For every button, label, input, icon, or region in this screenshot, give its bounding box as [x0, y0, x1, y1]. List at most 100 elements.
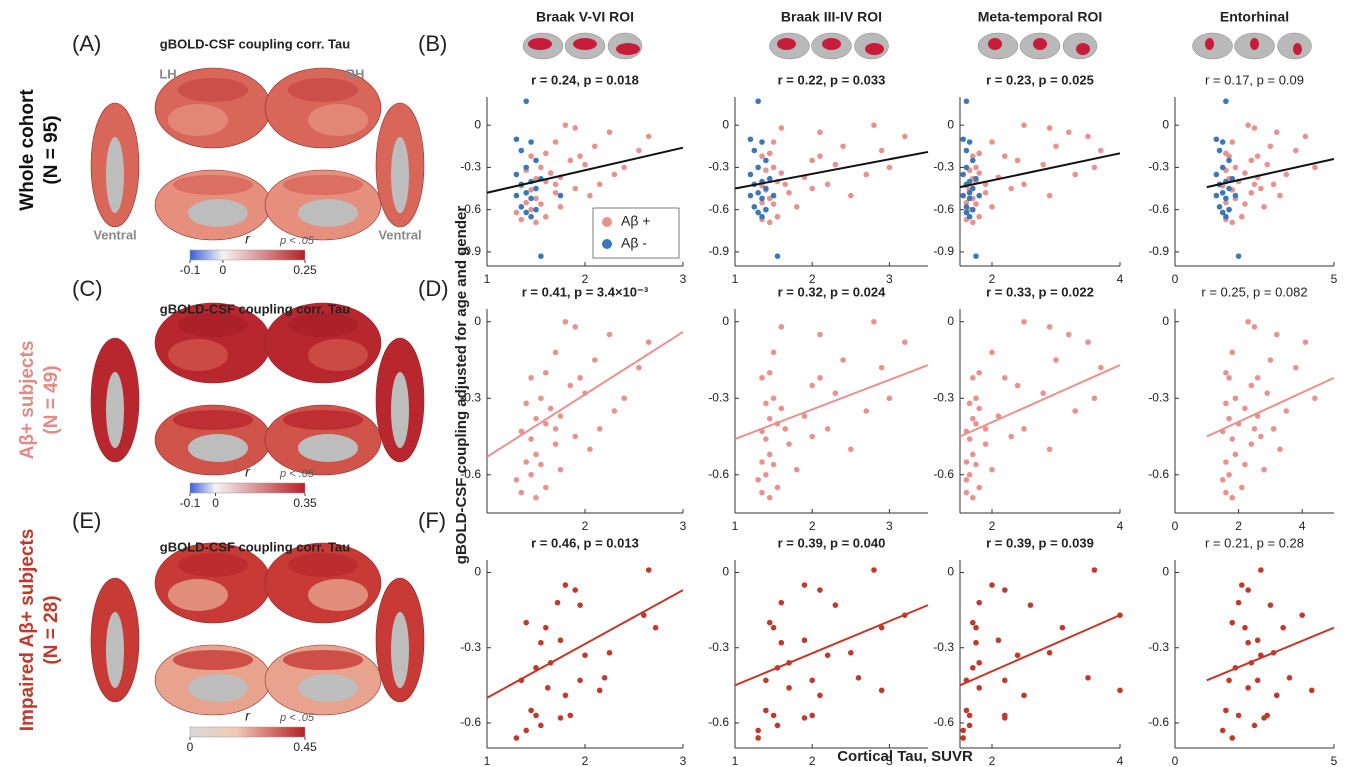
point	[1267, 602, 1274, 608]
point	[1235, 599, 1242, 606]
fit-line	[734, 604, 929, 687]
point	[973, 624, 979, 631]
point	[778, 599, 785, 606]
point	[1293, 147, 1299, 154]
point	[1308, 687, 1315, 694]
x-tick-label: 2	[582, 519, 589, 533]
point	[1213, 136, 1220, 143]
y-tick-label: -0.3	[933, 390, 954, 404]
point	[1213, 171, 1220, 178]
point	[755, 477, 761, 483]
point	[763, 167, 769, 174]
point	[963, 147, 970, 154]
brain-medial-core	[188, 674, 248, 702]
point	[970, 206, 976, 213]
brain-region	[308, 579, 368, 611]
point	[963, 459, 970, 465]
point	[543, 420, 549, 427]
roi-glyph-region	[1250, 38, 1259, 50]
stat-annotation: r = 0.46, p = 0.013	[531, 535, 639, 550]
point	[518, 204, 525, 210]
point	[523, 98, 529, 105]
point	[1242, 170, 1248, 176]
point	[778, 125, 785, 131]
point	[960, 735, 966, 741]
point	[976, 170, 982, 176]
point	[960, 171, 966, 178]
column-title: Entorhinal	[1220, 9, 1289, 25]
point	[557, 413, 564, 419]
brain-medial-core	[298, 434, 358, 462]
y-tick-label: 0	[722, 117, 729, 131]
point	[778, 405, 785, 412]
point	[1021, 692, 1027, 699]
point	[976, 213, 982, 220]
point	[645, 133, 652, 140]
point	[601, 675, 608, 681]
point	[528, 436, 534, 442]
point	[543, 150, 549, 157]
y-axis-label: gBOLD-CSF coupling adjusted for age and …	[453, 206, 470, 565]
y-tick-label: -0.6	[460, 715, 481, 729]
stat-annotation: r = 0.39, p = 0.040	[778, 535, 886, 550]
y-tick-label: -0.6	[460, 202, 481, 216]
point	[1264, 390, 1271, 396]
point	[770, 461, 777, 468]
point	[824, 181, 831, 188]
point	[747, 136, 754, 143]
point	[533, 157, 539, 164]
point	[759, 153, 765, 159]
point	[759, 489, 765, 496]
point	[523, 619, 529, 626]
point	[611, 408, 618, 414]
point	[1002, 712, 1008, 719]
point	[528, 213, 534, 220]
point	[518, 216, 525, 223]
roi-glyph-region	[1033, 38, 1047, 50]
point	[1229, 349, 1236, 356]
point	[1270, 426, 1277, 432]
y-tick-label: -0.6	[1148, 715, 1169, 729]
point	[523, 199, 529, 206]
point	[513, 136, 520, 143]
point	[902, 339, 908, 345]
point	[1085, 339, 1091, 345]
point	[1219, 189, 1226, 196]
point	[587, 192, 593, 199]
point	[970, 157, 976, 164]
point	[1219, 164, 1226, 171]
point	[1053, 357, 1059, 363]
colorbar-tick-label: -0.1	[180, 496, 201, 510]
colorbar	[189, 482, 306, 494]
point	[1232, 164, 1239, 171]
point	[786, 189, 792, 196]
point	[1254, 375, 1261, 381]
point	[1223, 98, 1229, 105]
roi-glyph-region	[988, 38, 1002, 50]
point	[770, 192, 777, 199]
point	[552, 349, 559, 356]
legend-label: Aβ +	[621, 213, 650, 229]
point	[817, 153, 823, 159]
x-tick-label: 0	[1172, 754, 1179, 767]
point	[801, 637, 808, 644]
fit-line	[486, 589, 684, 699]
column-title: Meta-temporal ROI	[978, 9, 1102, 25]
colorbar-note: p < .05	[279, 468, 315, 480]
brain-medial-core	[298, 674, 358, 702]
point	[966, 400, 973, 407]
point	[963, 209, 970, 216]
point	[523, 459, 529, 465]
point	[963, 489, 970, 496]
point	[606, 129, 613, 136]
point	[973, 253, 979, 259]
point	[577, 375, 583, 381]
brain-ventral-core	[391, 612, 409, 688]
point	[848, 446, 854, 453]
row-label: (N = 95)	[41, 115, 62, 184]
point	[1223, 459, 1229, 465]
fit-line	[734, 150, 929, 190]
y-tick-label: -0.9	[933, 244, 954, 258]
point	[817, 375, 823, 381]
y-tick-label: -0.9	[1148, 244, 1169, 258]
